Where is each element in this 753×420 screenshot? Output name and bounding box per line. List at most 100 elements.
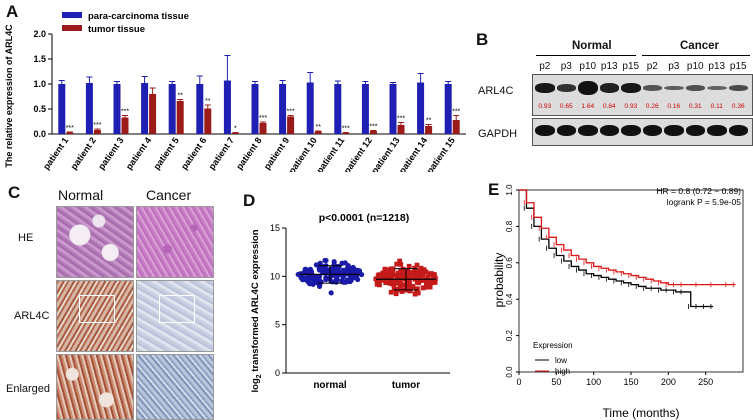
enlarged-normal-image: [56, 354, 134, 420]
legend-label-high: high: [555, 367, 570, 376]
y-tick-label: 0.5: [33, 104, 46, 114]
bar: [204, 108, 212, 134]
lane-label: p3: [668, 61, 680, 72]
data-point: [418, 265, 424, 271]
data-point: [412, 291, 418, 297]
gapdh-band: [599, 125, 619, 136]
data-point: [318, 266, 324, 272]
lane-label: p2: [539, 61, 551, 72]
data-point: [415, 277, 421, 283]
he-normal-image: [56, 206, 134, 278]
x-tick-label: 0: [516, 377, 521, 387]
bar: [93, 130, 101, 134]
he-cancer-image: [136, 206, 214, 278]
arl4c-band: [621, 83, 641, 93]
panel-b-blot: Normal Cancer p2 p3 p10 p13 p15 p2 p3 p10 p13 p15…: [470, 40, 753, 152]
significance-marker: ***: [397, 116, 405, 123]
data-point: [302, 275, 309, 281]
y-tick-label: 0.0: [33, 129, 46, 139]
bar: [66, 132, 74, 134]
y-tick-label: 0.6: [505, 257, 514, 269]
bar: [223, 80, 231, 134]
quantification-value: 1.64: [581, 103, 595, 110]
data-point: [323, 276, 329, 283]
panel-d-chart: p<0.0001 (n=1218) log2 transformed ARL4C…: [250, 212, 450, 392]
data-point: [423, 284, 429, 290]
logrank-annotation: logrank P = 5.9e-05: [667, 197, 742, 207]
zoom-box-normal: [79, 295, 115, 323]
significance-marker: ***: [121, 109, 129, 116]
significance-marker: **: [177, 93, 183, 100]
data-point: [345, 264, 351, 270]
significance-marker: ***: [452, 109, 460, 116]
bar: [231, 133, 239, 134]
quantification-values: 0.93 0.65 1.64 0.84 0.93 0.26 0.16 0.31 0.11 0.36: [534, 103, 753, 113]
data-point: [376, 275, 382, 281]
hr-annotation: HR = 0.8 (0.72 − 0.89): [656, 186, 741, 196]
category-label: patient 5: [151, 135, 180, 171]
significance-marker: ***: [259, 115, 267, 122]
quantification-value: 0.31: [688, 103, 702, 110]
data-point: [425, 277, 431, 283]
data-point: [386, 272, 391, 278]
significance-marker: **: [205, 98, 211, 105]
lane-label: p2: [646, 61, 658, 72]
row-label-arl4c-ihc: ARL4C: [14, 310, 50, 322]
bar: [444, 84, 452, 134]
ihc-normal-image: [56, 280, 134, 352]
data-point: [395, 270, 401, 276]
data-point: [373, 276, 379, 282]
data-point: [313, 262, 320, 268]
data-point: [419, 268, 424, 274]
arl4c-band: [599, 83, 619, 93]
y-tick-label: 0.8: [505, 220, 514, 232]
lane-label: p13: [708, 61, 726, 72]
data-point: [417, 273, 422, 279]
bar: [334, 84, 342, 134]
significance-marker: **: [426, 118, 432, 125]
category-label: patient 12: [342, 135, 374, 172]
data-point: [383, 277, 389, 283]
x-tick-label: 50: [551, 377, 561, 387]
data-point: [388, 289, 394, 295]
category-label: patient 10: [287, 135, 319, 172]
bar: [141, 83, 149, 134]
data-point: [407, 275, 413, 281]
category-label: patient 1: [41, 135, 70, 171]
lane-label: p15: [729, 61, 747, 72]
significance-marker: ***: [66, 125, 74, 132]
data-point: [313, 277, 319, 284]
legend-swatch-para: [62, 12, 82, 18]
survival-curve-high: [519, 189, 736, 286]
data-point: [397, 258, 403, 264]
y-tick-label: 0.0: [505, 366, 514, 378]
data-point: [342, 279, 349, 285]
category-label: patient 11: [314, 135, 346, 172]
bar: [149, 94, 157, 134]
panel-e-label: E: [488, 180, 500, 199]
gapdh-band: [685, 125, 705, 136]
arl4c-band: [707, 85, 727, 91]
panel-d-label: D: [243, 191, 256, 210]
data-point: [405, 268, 411, 274]
data-point: [427, 284, 433, 290]
cancer-bracket: [642, 55, 750, 56]
legend-label-para: para-carcinoma tissue: [88, 11, 189, 22]
data-point: [393, 291, 399, 297]
gapdh-band: [664, 125, 684, 136]
data-point: [388, 266, 394, 272]
category-label: normal: [313, 380, 347, 391]
bar: [279, 84, 287, 134]
category-label: patient 3: [96, 135, 125, 171]
category-label: patient 9: [262, 135, 291, 171]
data-point: [339, 260, 345, 266]
panel-a-ylabel: The relative expression of ARL4C: [4, 24, 14, 168]
y-tick-label: 0.4: [505, 293, 514, 305]
data-point: [349, 269, 355, 275]
panel-d-ylabel: log2 transformed ARL4C expression: [250, 229, 263, 392]
data-point: [399, 270, 405, 275]
bar: [417, 82, 425, 134]
bar: [361, 84, 369, 134]
panel-a-label: A: [6, 2, 19, 21]
category-label: tumor: [392, 380, 420, 391]
